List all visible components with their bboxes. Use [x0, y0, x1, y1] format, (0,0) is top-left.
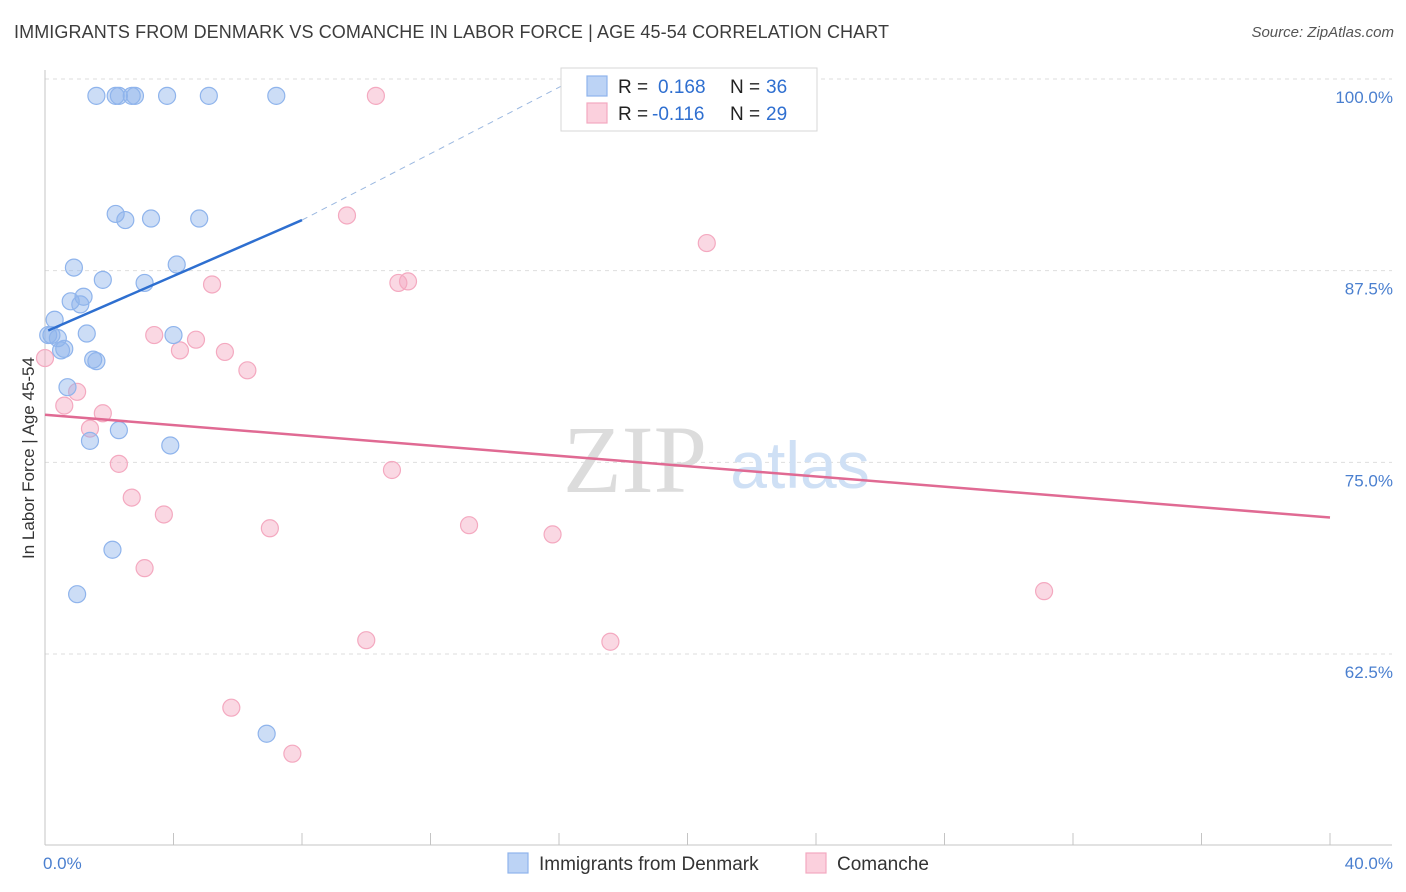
x-tick-marks — [44, 833, 1331, 845]
denmark-point-31 — [161, 436, 180, 455]
comanche-point-25 — [601, 632, 620, 651]
denmark-point-23 — [164, 325, 183, 345]
x-tick-label-max: 40.0% — [1345, 854, 1393, 873]
comanche-point-10 — [238, 361, 257, 380]
denmark-point-30 — [80, 431, 100, 450]
denmark-point-34 — [257, 724, 276, 743]
denmark-point-35 — [39, 325, 58, 345]
comanche-point-24 — [357, 631, 376, 650]
comanche-point-28 — [35, 348, 55, 368]
legend-n-value-2: 29 — [766, 104, 787, 125]
comanche-point-0 — [366, 86, 385, 105]
denmark-point-27 — [87, 352, 106, 371]
legend-n-label-2: N = — [730, 104, 760, 125]
comanche-point-3 — [202, 275, 222, 294]
denmark-point-12 — [64, 258, 84, 277]
comanche-trend-line — [44, 413, 1331, 519]
comanche-point-6 — [145, 325, 164, 345]
y-axis-label: In Labor Force | Age 45-54 — [19, 357, 38, 559]
comanche-point-27 — [283, 744, 302, 763]
denmark-point-5 — [157, 86, 177, 105]
comanche-points — [35, 86, 1054, 763]
x-tick-label-min: 0.0% — [43, 854, 82, 873]
denmark-trend-line — [47, 218, 303, 332]
denmark-point-13 — [167, 255, 186, 274]
comanche-point-15 — [109, 454, 128, 473]
comanche-point-26 — [222, 698, 241, 717]
comanche-point-13 — [93, 404, 112, 423]
denmark-point-9 — [116, 210, 135, 230]
legend-n-value-1: 36 — [766, 77, 787, 98]
comanche-point-19 — [260, 519, 279, 538]
comanche-point-5 — [398, 272, 418, 291]
watermark-zip: ZIP — [563, 406, 707, 513]
legend-r-label-2: R = — [618, 104, 648, 125]
comanche-point-7 — [186, 330, 206, 349]
denmark-point-25 — [51, 341, 71, 360]
comanche-point-12 — [55, 396, 74, 415]
source-credit: Source: ZipAtlas.com — [1251, 24, 1394, 41]
denmark-point-4 — [125, 86, 145, 105]
comanche-point-23 — [1034, 582, 1054, 601]
denmark-point-22 — [77, 324, 96, 343]
comanche-point-18 — [154, 505, 173, 524]
legend-r-value-2: -0.116 — [652, 104, 704, 125]
series-legend-label-denmark: Immigrants from Denmark — [539, 854, 759, 875]
denmark-point-8 — [106, 204, 125, 224]
denmark-point-2 — [109, 86, 128, 105]
series-legend-swatch-comanche — [805, 852, 827, 874]
denmark-point-14 — [93, 270, 112, 289]
legend-swatch-denmark — [586, 75, 608, 97]
denmark-point-33 — [68, 585, 87, 604]
denmark-point-6 — [199, 86, 218, 105]
y-tick-label-3: 62.5% — [1345, 663, 1393, 682]
y-tick-label-2: 75.0% — [1345, 471, 1393, 490]
denmark-point-29 — [109, 421, 128, 440]
denmark-point-11 — [190, 209, 209, 228]
comanche-point-2 — [697, 233, 716, 253]
denmark-point-32 — [103, 540, 122, 559]
comanche-point-1 — [337, 206, 357, 225]
series-legend-label-comanche: Comanche — [837, 854, 929, 875]
comanche-point-22 — [135, 559, 154, 578]
denmark-point-18 — [71, 295, 90, 314]
denmark-point-0 — [87, 86, 106, 105]
series-legend: Immigrants from Denmark Comanche — [507, 852, 929, 875]
y-tick-labels: 100.0% 87.5% 75.0% 62.5% — [1335, 88, 1393, 682]
comanche-point-11 — [68, 382, 87, 401]
comanche-point-8 — [170, 341, 190, 360]
denmark-point-7 — [267, 86, 286, 105]
stats-legend: R = 0.168 N = 36 R = -0.116 N = 29 — [560, 67, 818, 132]
y-tick-label-1: 87.5% — [1345, 280, 1393, 299]
denmark-point-10 — [141, 209, 161, 228]
legend-n-label-1: N = — [730, 77, 760, 98]
comanche-point-20 — [459, 516, 479, 535]
denmark-points — [39, 86, 286, 743]
comanche-point-9 — [215, 342, 234, 362]
comanche-point-21 — [543, 525, 562, 544]
denmark-trend-extension — [301, 78, 576, 221]
y-tick-label-0: 100.0% — [1335, 88, 1393, 107]
legend-r-value-1: 0.168 — [658, 77, 706, 98]
legend-r-label-1: R = — [618, 77, 648, 98]
legend-swatch-comanche — [586, 102, 608, 124]
series-legend-swatch-denmark — [507, 852, 529, 874]
chart-title: IMMIGRANTS FROM DENMARK VS COMANCHE IN L… — [14, 22, 890, 42]
trend-lines — [44, 78, 1331, 519]
comanche-point-16 — [382, 460, 402, 480]
watermark-atlas: atlas — [730, 428, 869, 502]
comanche-point-17 — [122, 488, 141, 507]
denmark-point-28 — [58, 378, 77, 397]
axes — [44, 70, 1392, 846]
